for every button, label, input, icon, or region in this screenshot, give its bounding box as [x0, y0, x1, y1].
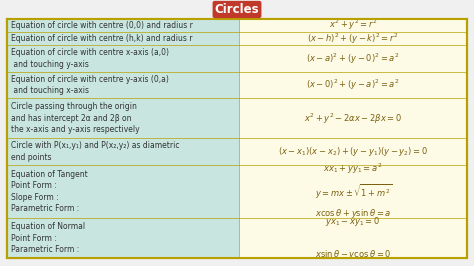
Text: Equation of circle with centre x-axis (a,0)
 and touching y-axis: Equation of circle with centre x-axis (a… [11, 48, 169, 69]
Bar [239, 138, 467, 165]
Text: $x^2+y^2-2\alpha x-2\beta x=0$: $x^2+y^2-2\alpha x-2\beta x=0$ [304, 111, 402, 126]
Text: $(x-x_1)(x-x_2)+(y-y_1)(y-y_2)=0$: $(x-x_1)(x-x_2)+(y-y_1)(y-y_2)=0$ [278, 145, 428, 158]
Bar [7, 45, 239, 72]
Bar [7, 19, 239, 32]
Bar [7, 218, 239, 258]
Text: Equation of circle with centre y-axis (0,a)
 and touching x-axis: Equation of circle with centre y-axis (0… [11, 75, 169, 95]
Text: Circle with P(x₁,y₁) and P(x₂,y₂) as diametric
end points: Circle with P(x₁,y₁) and P(x₂,y₂) as dia… [11, 142, 179, 162]
Bar [239, 98, 467, 138]
Text: $(x-a)^2+(y-0)^2=a^2$: $(x-a)^2+(y-0)^2=a^2$ [306, 51, 400, 66]
Text: $(x-h)^2+(y-k)^2=r^2$: $(x-h)^2+(y-k)^2=r^2$ [307, 31, 399, 46]
Bar [239, 165, 467, 218]
Bar [7, 138, 239, 165]
Bar [7, 72, 239, 98]
Text: $y=mx\pm\sqrt{1+m^2}$: $y=mx\pm\sqrt{1+m^2}$ [315, 182, 392, 201]
Text: $(x-0)^2+(y-a)^2=a^2$: $(x-0)^2+(y-a)^2=a^2$ [306, 78, 400, 92]
Text: Circle passing through the origin
and has intercept 2α and 2β on
the x-axis and : Circle passing through the origin and ha… [11, 102, 139, 134]
Text: $x\cos\theta+y\sin\theta=a$: $x\cos\theta+y\sin\theta=a$ [315, 207, 391, 220]
Bar [239, 32, 467, 45]
Text: Circles: Circles [215, 3, 259, 16]
Text: Equation of Normal
Point Form :
Parametric Form :: Equation of Normal Point Form : Parametr… [11, 222, 85, 254]
Text: $xx_1+yy_1=a^2$: $xx_1+yy_1=a^2$ [323, 162, 383, 176]
Text: $x^2+y^2=r^2$: $x^2+y^2=r^2$ [329, 18, 377, 32]
Text: $x\sin\theta-y\cos\theta=0$: $x\sin\theta-y\cos\theta=0$ [315, 248, 392, 261]
Text: $yx_1-xy_1=0$: $yx_1-xy_1=0$ [326, 215, 381, 228]
Bar [239, 19, 467, 32]
Text: Equation of Tangent
Point Form :
Slope Form :
Parametric Form :: Equation of Tangent Point Form : Slope F… [11, 170, 88, 213]
Text: Equation of circle with centre (0,0) and radius r: Equation of circle with centre (0,0) and… [11, 21, 193, 30]
Bar [239, 218, 467, 258]
Bar [239, 45, 467, 72]
Text: Equation of circle with centre (h,k) and radius r: Equation of circle with centre (h,k) and… [11, 34, 192, 43]
Bar [7, 98, 239, 138]
Bar [7, 32, 239, 45]
Bar [239, 72, 467, 98]
Bar [7, 165, 239, 218]
